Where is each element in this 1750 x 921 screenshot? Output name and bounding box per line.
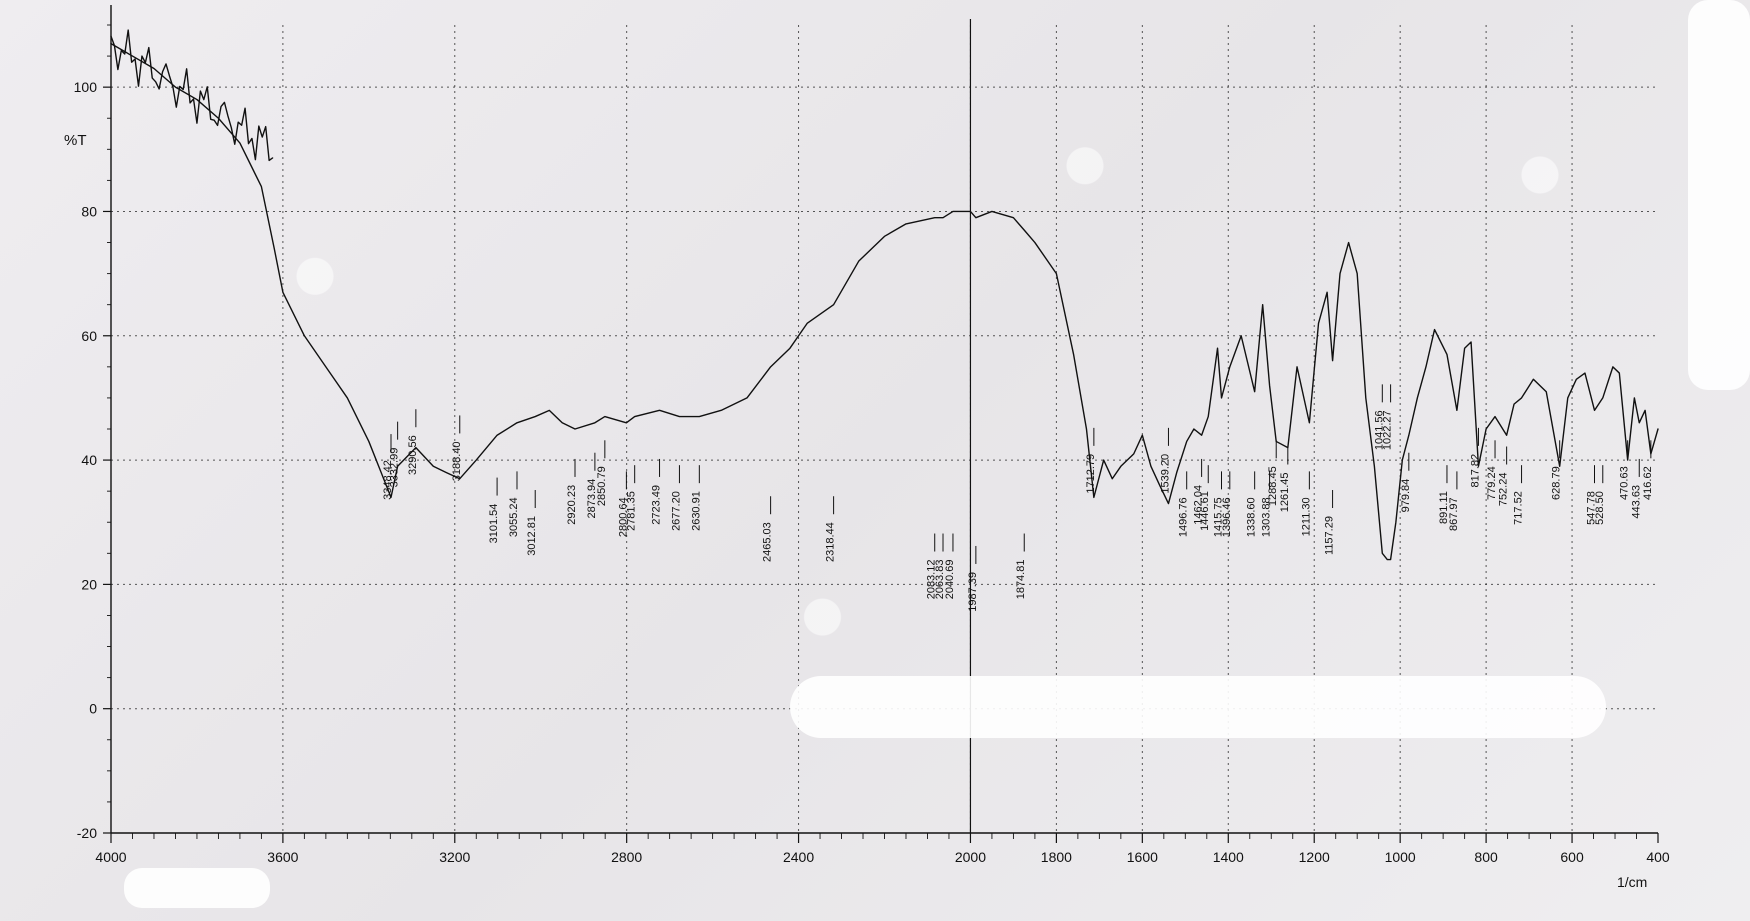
y-tick-label: 100 bbox=[74, 79, 98, 95]
peak-label: 443.63 bbox=[1630, 485, 1642, 519]
x-axis-label: 1/cm bbox=[1617, 874, 1648, 890]
peak-label: 3290.56 bbox=[407, 435, 419, 475]
x-tick-label: 800 bbox=[1474, 849, 1498, 865]
x-tick-label: 1000 bbox=[1385, 849, 1416, 865]
peak-label: 2063.83 bbox=[934, 560, 946, 600]
redaction-mark bbox=[790, 676, 1606, 738]
y-axis-label: %T bbox=[64, 132, 87, 149]
peak-label: 979.84 bbox=[1400, 479, 1412, 513]
x-tick-label: 1400 bbox=[1213, 849, 1244, 865]
peak-label: 1041.56 bbox=[1373, 410, 1385, 450]
peak-label: 717.52 bbox=[1513, 491, 1525, 525]
x-tick-label: 4000 bbox=[95, 849, 126, 865]
peak-label: 2040.69 bbox=[944, 560, 956, 600]
y-tick-label: -20 bbox=[77, 825, 97, 841]
peak-label: 3012.81 bbox=[526, 516, 538, 556]
peak-label: 3332.99 bbox=[389, 448, 401, 488]
peak-label: 779.24 bbox=[1486, 466, 1498, 500]
x-tick-label: 1200 bbox=[1299, 849, 1330, 865]
peak-label: 1022.27 bbox=[1382, 410, 1394, 450]
peak-label: 1288.45 bbox=[1267, 466, 1279, 506]
y-tick-label: 60 bbox=[81, 328, 97, 344]
peak-label: 1987.39 bbox=[967, 572, 979, 612]
peak-label: 2083.12 bbox=[926, 560, 938, 600]
redaction-mark bbox=[124, 868, 270, 908]
peak-label: 470.63 bbox=[1619, 466, 1631, 500]
peak-label: 3188.40 bbox=[451, 441, 463, 481]
x-tick-label: 2800 bbox=[611, 849, 642, 865]
peak-label: 1712.79 bbox=[1085, 454, 1097, 494]
peak-label: 1211.30 bbox=[1300, 497, 1312, 536]
peak-label: 2318.44 bbox=[825, 522, 837, 562]
x-tick-label: 1800 bbox=[1041, 849, 1072, 865]
peak-label: 2850.79 bbox=[596, 466, 608, 506]
x-tick-label: 2400 bbox=[783, 849, 814, 865]
peak-label: 2630.91 bbox=[690, 491, 702, 531]
peak-label: 3055.24 bbox=[508, 497, 520, 537]
peak-label: 2800.64 bbox=[617, 497, 629, 537]
x-tick-label: 400 bbox=[1646, 849, 1670, 865]
x-tick-label: 600 bbox=[1560, 849, 1584, 865]
peak-label: 2723.49 bbox=[651, 485, 663, 525]
x-tick-label: 2000 bbox=[955, 849, 986, 865]
x-tick-label: 1600 bbox=[1127, 849, 1158, 865]
edge-mark bbox=[1688, 0, 1750, 390]
peak-label: 1157.29 bbox=[1324, 516, 1336, 555]
peak-label: 1496.76 bbox=[1178, 497, 1190, 537]
series-layer bbox=[110, 29, 1659, 561]
y-tick-label: 80 bbox=[81, 203, 97, 219]
peak-label: 628.79 bbox=[1551, 466, 1563, 500]
peak-label: 1338.60 bbox=[1246, 497, 1258, 537]
peak-label: 817.82 bbox=[1469, 454, 1481, 488]
scan-mask-layer bbox=[124, 0, 1750, 908]
peak-label: 547.78 bbox=[1585, 491, 1597, 525]
x-tick-label: 3200 bbox=[439, 849, 470, 865]
peak-label: 2920.23 bbox=[566, 485, 578, 525]
ftir-spectrum-line bbox=[110, 42, 1659, 561]
peak-label: 1539.20 bbox=[1159, 454, 1171, 494]
peak-label: 2465.03 bbox=[762, 522, 774, 562]
peak-label: 3348.42 bbox=[382, 460, 394, 500]
peak-label: 1446.61 bbox=[1199, 491, 1211, 531]
peak-label: 1396.46 bbox=[1221, 497, 1233, 537]
peak-label: 2873.94 bbox=[586, 479, 598, 519]
peak-label: 416.62 bbox=[1642, 466, 1654, 500]
peak-label: 752.24 bbox=[1498, 473, 1510, 507]
peak-label: 528.50 bbox=[1594, 491, 1606, 525]
peak-label: 1462.04 bbox=[1193, 485, 1205, 525]
peak-label: 1874.81 bbox=[1015, 560, 1027, 600]
peak-label: 1415.75 bbox=[1213, 497, 1225, 537]
x-tick-label: 3600 bbox=[267, 849, 298, 865]
peak-label: 2677.20 bbox=[670, 491, 682, 531]
peak-label: 1303.88 bbox=[1261, 497, 1273, 537]
y-tick-label: 40 bbox=[81, 452, 97, 468]
peak-label: 2781.35 bbox=[626, 491, 638, 531]
y-tick-label: 0 bbox=[89, 701, 97, 717]
axis-layer: 100 80 60 40 20 0 -20 4000 3600 3200 2800 2400 2000 1… bbox=[74, 5, 1670, 865]
peak-label: 3101.54 bbox=[488, 504, 500, 544]
peak-label: 867.97 bbox=[1448, 497, 1460, 531]
y-tick-label: 20 bbox=[81, 576, 97, 592]
ftir-spectrum-noise-line bbox=[110, 29, 274, 162]
peak-label: 891.11 bbox=[1438, 491, 1450, 524]
peak-label: 1261.45 bbox=[1279, 473, 1291, 513]
